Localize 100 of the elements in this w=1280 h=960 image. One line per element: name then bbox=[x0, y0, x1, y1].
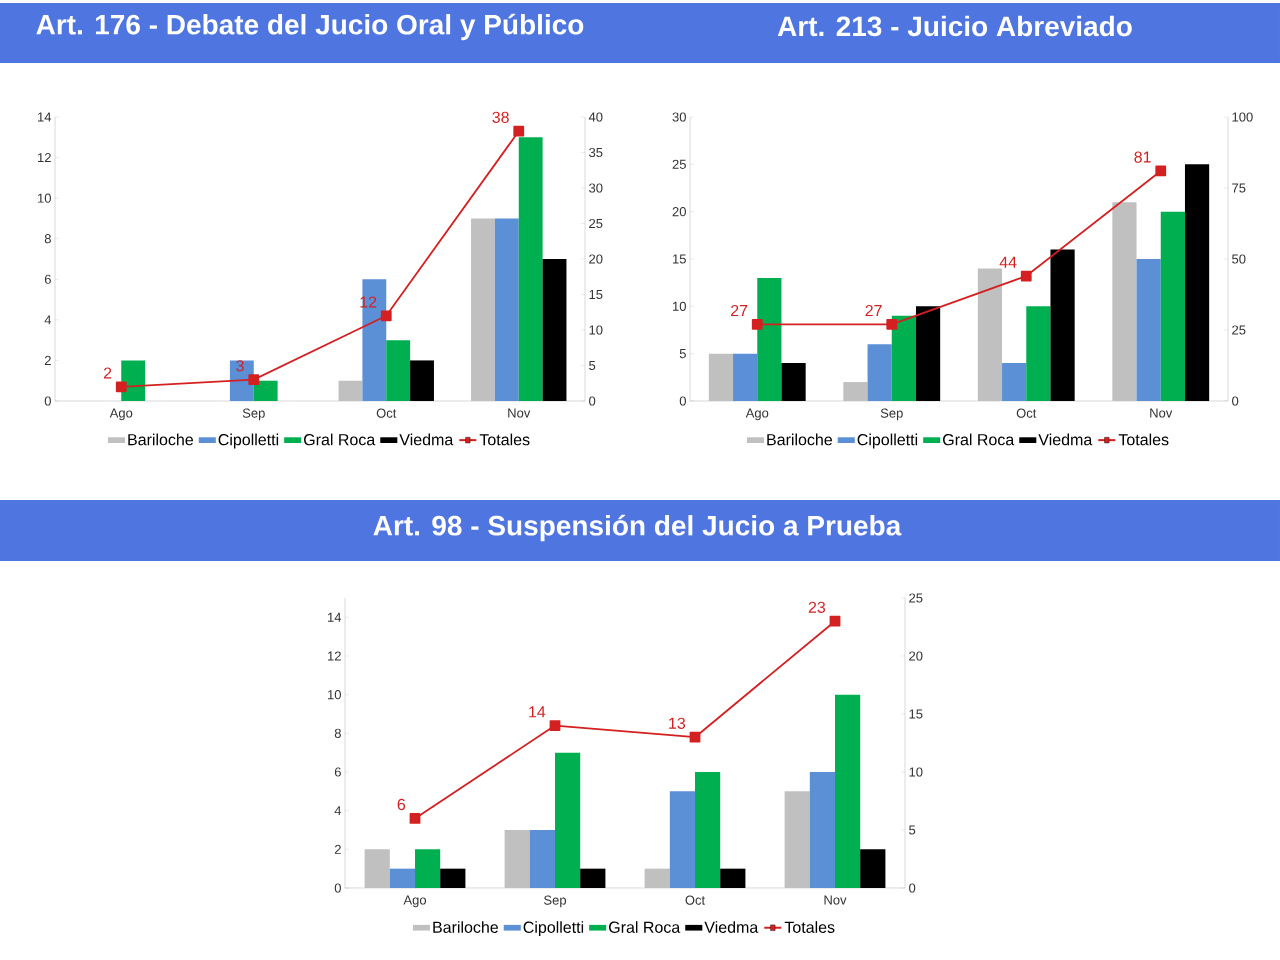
y2-tick-label: 20 bbox=[589, 254, 603, 264]
legend-label: Gral Roca bbox=[304, 433, 376, 446]
legend-label: Gral Roca bbox=[943, 433, 1015, 446]
bar bbox=[720, 868, 746, 888]
y2-tick-label: 25 bbox=[1232, 325, 1246, 335]
legend-label: Bariloche bbox=[767, 433, 832, 446]
data-label: 13 bbox=[669, 717, 686, 729]
point bbox=[886, 318, 898, 330]
y-tick-label: 2 bbox=[334, 844, 341, 854]
x-tick-label: Sep bbox=[242, 408, 265, 421]
bar bbox=[529, 829, 556, 888]
x-tick-label: Oct bbox=[685, 895, 706, 905]
y-tick-label: 0 bbox=[679, 396, 686, 406]
chart-title: Art. 98 - Suspensión del Jucio a Prueba bbox=[373, 514, 902, 542]
y2-tick-label: 0 bbox=[909, 883, 916, 893]
y-tick-label: 4 bbox=[334, 806, 342, 816]
x-tick-label: Ago bbox=[745, 408, 769, 421]
bar bbox=[757, 277, 782, 401]
point bbox=[1020, 270, 1032, 282]
y2-tick-label: 30 bbox=[589, 183, 603, 193]
y2-tick-label: 10 bbox=[909, 767, 923, 777]
y2-tick-label: 0 bbox=[589, 396, 596, 406]
y-tick-label: 2 bbox=[44, 355, 51, 365]
y-tick-label: 25 bbox=[672, 159, 686, 169]
y-tick-label: 8 bbox=[44, 234, 51, 244]
y2-tick-label: 10 bbox=[589, 325, 603, 335]
legend-label: Cipolletti bbox=[857, 433, 918, 449]
y2-tick-label: 50 bbox=[1232, 254, 1246, 264]
x-tick-label: Oct bbox=[376, 408, 397, 418]
y2-tick-label: 15 bbox=[589, 289, 603, 300]
legend-label: Cipolletti bbox=[218, 433, 279, 449]
y-tick-label: 10 bbox=[38, 193, 51, 203]
point bbox=[689, 731, 701, 743]
bar bbox=[1002, 363, 1027, 401]
point bbox=[829, 615, 841, 627]
bar bbox=[1050, 249, 1075, 401]
bar bbox=[891, 315, 916, 401]
bar bbox=[915, 306, 941, 401]
point bbox=[513, 125, 525, 137]
legend-label: Bariloche bbox=[433, 921, 498, 933]
point bbox=[1155, 165, 1167, 177]
bar bbox=[362, 279, 387, 401]
bar bbox=[733, 353, 758, 401]
bar bbox=[1026, 306, 1051, 401]
x-tick-label: Ago bbox=[109, 408, 133, 421]
legend-label: Viedma bbox=[704, 921, 759, 933]
y2-tick-label: 5 bbox=[589, 360, 596, 371]
bar bbox=[781, 363, 806, 401]
x-tick-label: Nov bbox=[508, 408, 531, 418]
point bbox=[549, 720, 561, 731]
y-tick-label: 5 bbox=[679, 349, 686, 359]
bar bbox=[977, 268, 1003, 401]
y-tick-label: 30 bbox=[672, 112, 686, 122]
y2-tick-label: 5 bbox=[909, 825, 916, 835]
y2-tick-label: 40 bbox=[588, 112, 603, 122]
y-tick-label: 10 bbox=[673, 301, 686, 311]
bar bbox=[1112, 202, 1137, 401]
bar bbox=[580, 868, 606, 888]
bar bbox=[809, 771, 835, 888]
data-label: 14 bbox=[529, 706, 546, 718]
x-tick-label: Nov bbox=[824, 895, 847, 905]
y2-tick-label: 75 bbox=[1232, 183, 1246, 193]
point bbox=[115, 381, 127, 393]
y2-tick-label: 25 bbox=[589, 218, 603, 229]
bar bbox=[389, 868, 416, 888]
y-tick-label: 15 bbox=[673, 254, 686, 264]
data-label: 3 bbox=[236, 360, 244, 372]
y2-tick-label: 35 bbox=[589, 147, 603, 158]
y-tick-label: 14 bbox=[328, 612, 342, 622]
y2-tick-label: 20 bbox=[909, 651, 923, 661]
chart-title: Art. 213 - Juicio Abreviado bbox=[777, 15, 1132, 37]
y-tick-label: 20 bbox=[672, 207, 686, 217]
y-tick-label: 10 bbox=[328, 690, 341, 700]
y-tick-label: 4 bbox=[44, 315, 52, 325]
y-tick-label: 12 bbox=[328, 651, 341, 661]
data-label: 2 bbox=[103, 367, 112, 379]
data-label: 6 bbox=[397, 798, 406, 811]
bar bbox=[518, 137, 543, 401]
y-tick-label: 8 bbox=[334, 728, 341, 738]
bar bbox=[253, 380, 278, 401]
legend-label: Totales bbox=[1118, 433, 1169, 446]
point bbox=[380, 310, 392, 322]
bar bbox=[835, 694, 861, 888]
bar bbox=[644, 868, 670, 888]
y-tick-label: 6 bbox=[44, 274, 51, 284]
legend-label: Gral Roca bbox=[609, 921, 681, 933]
point bbox=[751, 318, 763, 330]
bar bbox=[708, 353, 734, 401]
point bbox=[409, 812, 421, 824]
bar bbox=[542, 258, 567, 401]
bar bbox=[410, 360, 434, 401]
legend-label: Totales bbox=[479, 433, 530, 446]
bar bbox=[784, 791, 810, 888]
legend-label: Viedma bbox=[399, 433, 454, 446]
bar bbox=[695, 771, 721, 888]
x-tick-label: Sep bbox=[544, 895, 567, 908]
x-tick-label: Oct bbox=[1016, 408, 1037, 418]
y2-tick-label: 25 bbox=[909, 593, 923, 603]
bar bbox=[415, 849, 441, 888]
bar bbox=[867, 344, 892, 401]
